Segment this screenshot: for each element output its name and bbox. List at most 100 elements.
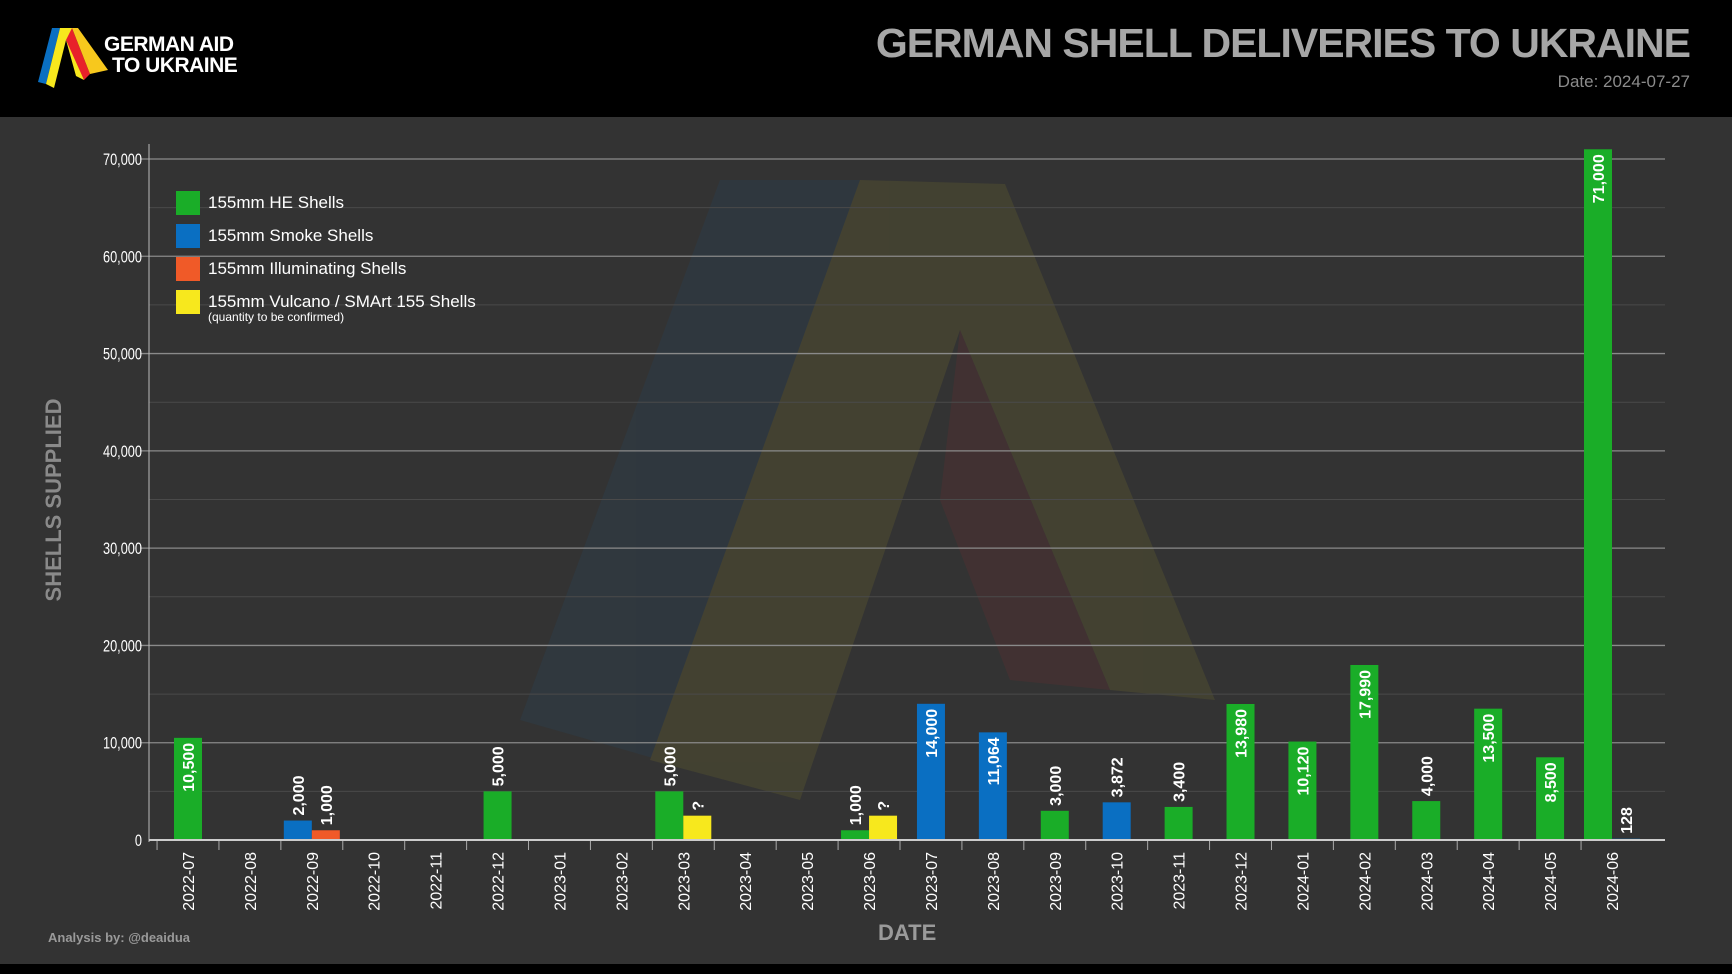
x-tick-label: 2022-08 bbox=[243, 852, 260, 911]
bar bbox=[869, 815, 898, 840]
bar bbox=[1102, 802, 1131, 840]
x-tick-label: 2022-10 bbox=[367, 852, 384, 911]
data-label: 17,990 bbox=[1357, 670, 1374, 719]
x-tick-label: 2022-11 bbox=[429, 852, 446, 910]
bar bbox=[1412, 801, 1441, 840]
x-tick-label: 2024-04 bbox=[1481, 852, 1498, 911]
bar bbox=[1474, 708, 1503, 840]
bottom-bar bbox=[0, 964, 1732, 974]
x-tick-label: 2023-07 bbox=[924, 852, 941, 911]
data-label: 71,000 bbox=[1591, 154, 1608, 203]
bar bbox=[1288, 741, 1317, 840]
bar bbox=[916, 703, 945, 840]
y-tick-label: 20,000 bbox=[103, 637, 142, 656]
bar bbox=[1584, 149, 1612, 840]
x-tick-label: 2023-03 bbox=[676, 852, 693, 911]
x-axis-title: DATE bbox=[878, 920, 937, 945]
data-label: 8,500 bbox=[1543, 762, 1560, 802]
legend-item-he: 155mm HE Shells bbox=[176, 186, 476, 219]
data-label: 1,000 bbox=[319, 785, 336, 825]
y-tick-label: 0 bbox=[135, 831, 142, 850]
analysis-credit: Analysis by: @deaidua bbox=[48, 930, 190, 945]
data-label: 3,400 bbox=[1172, 762, 1189, 802]
date-label: Date: 2024-07-27 bbox=[1557, 72, 1690, 91]
bar bbox=[841, 830, 870, 840]
x-tick-label: 2023-08 bbox=[986, 852, 1003, 911]
x-tick-label: 2023-04 bbox=[738, 852, 755, 911]
data-labels: 10,500 2,000 1,000 5,000 5,000? 1,000 ? 14,000 1… bbox=[181, 154, 1636, 834]
y-tick-label: 60,000 bbox=[103, 248, 142, 267]
data-label: 2,000 bbox=[291, 775, 308, 815]
legend-swatch bbox=[176, 223, 200, 248]
bars bbox=[174, 149, 1640, 841]
x-tick-label: 2023-10 bbox=[1110, 852, 1127, 911]
bar bbox=[1536, 757, 1565, 840]
header: GERMAN AID TO UKRAINE GERMAN SHELL DELIV… bbox=[0, 0, 1732, 117]
legend-note: (quantity to be confirmed) bbox=[208, 310, 345, 324]
data-label: 5,000 bbox=[662, 746, 679, 786]
y-tick-label: 40,000 bbox=[103, 442, 142, 461]
watermark bbox=[520, 180, 1215, 800]
bar bbox=[683, 815, 712, 840]
bar bbox=[311, 830, 340, 840]
y-axis-ticks: 0 10,000 20,000 30,000 40,000 50,000 60,000 70,… bbox=[103, 150, 142, 850]
x-tick-label: 2023-11 bbox=[1172, 852, 1189, 910]
legend-item-illuminating: 155mm Illuminating Shells bbox=[176, 252, 476, 285]
x-axis-ticks: 2022-07 2022-08 2022-09 2022-10 2022-11 2022-… bbox=[156, 840, 1622, 911]
data-label: ? bbox=[876, 801, 893, 811]
logo-line-2: TO UKRAINE bbox=[112, 54, 238, 77]
legend-label: 155mm Vulcano / SMArt 155 Shells bbox=[208, 291, 476, 311]
x-tick-label: 2023-01 bbox=[552, 852, 569, 911]
legend-swatch bbox=[176, 256, 200, 281]
x-tick-label: 2024-01 bbox=[1295, 852, 1312, 911]
bar bbox=[978, 732, 1007, 840]
gridlines bbox=[140, 158, 1665, 792]
data-label: 4,000 bbox=[1419, 756, 1436, 796]
x-tick-label: 2024-06 bbox=[1605, 852, 1622, 911]
data-label: 3,000 bbox=[1048, 766, 1065, 806]
bar bbox=[1226, 703, 1255, 840]
legend-label: 155mm Illuminating Shells bbox=[208, 258, 407, 278]
data-label: ? bbox=[690, 801, 707, 811]
legend-swatch bbox=[176, 190, 200, 215]
y-tick-label: 70,000 bbox=[103, 150, 142, 169]
bar bbox=[1040, 810, 1069, 840]
x-tick-label: 2022-07 bbox=[181, 852, 198, 911]
data-label: 3,872 bbox=[1110, 757, 1127, 797]
legend-item-smoke: 155mm Smoke Shells bbox=[176, 219, 476, 252]
legend: 155mm HE Shells 155mm Smoke Shells 155mm… bbox=[176, 186, 476, 324]
data-label: 10,120 bbox=[1295, 746, 1312, 795]
data-label: 11,064 bbox=[986, 737, 1003, 785]
legend-item-vulcano: 155mm Vulcano / SMArt 155 Shells bbox=[176, 285, 476, 318]
x-tick-label: 2023-02 bbox=[614, 852, 631, 911]
legend-label: 155mm HE Shells bbox=[208, 192, 345, 212]
bar bbox=[1350, 664, 1379, 840]
page-title: GERMAN SHELL DELIVERIES TO UKRAINE bbox=[875, 20, 1691, 66]
x-tick-label: 2023-05 bbox=[800, 852, 817, 911]
x-tick-label: 2023-06 bbox=[862, 852, 879, 911]
data-label: 14,000 bbox=[924, 709, 941, 758]
legend-swatch bbox=[176, 289, 200, 314]
x-tick-label: 2022-09 bbox=[305, 852, 322, 911]
y-tick-label: 30,000 bbox=[103, 539, 142, 558]
x-tick-label: 2023-12 bbox=[1234, 852, 1251, 911]
bar bbox=[1164, 806, 1193, 840]
data-label: 5,000 bbox=[491, 746, 508, 786]
logo-line-1: GERMAN AID bbox=[104, 33, 234, 56]
data-label: 1,000 bbox=[848, 785, 865, 825]
x-tick-label: 2024-02 bbox=[1357, 852, 1374, 911]
legend-label: 155mm Smoke Shells bbox=[208, 225, 374, 245]
x-tick-label: 2024-05 bbox=[1543, 852, 1560, 911]
data-label: 10,500 bbox=[181, 743, 198, 792]
bar bbox=[174, 737, 202, 840]
bar bbox=[483, 791, 512, 840]
y-tick-label: 10,000 bbox=[103, 734, 142, 753]
bar bbox=[655, 791, 684, 840]
data-label: 128 bbox=[1619, 807, 1636, 834]
data-label: 13,500 bbox=[1481, 714, 1498, 763]
x-tick-label: 2023-09 bbox=[1048, 852, 1065, 911]
bar bbox=[283, 820, 312, 840]
x-tick-label: 2022-12 bbox=[491, 852, 508, 911]
logo-text: GERMAN AID TO UKRAINE bbox=[104, 33, 238, 77]
